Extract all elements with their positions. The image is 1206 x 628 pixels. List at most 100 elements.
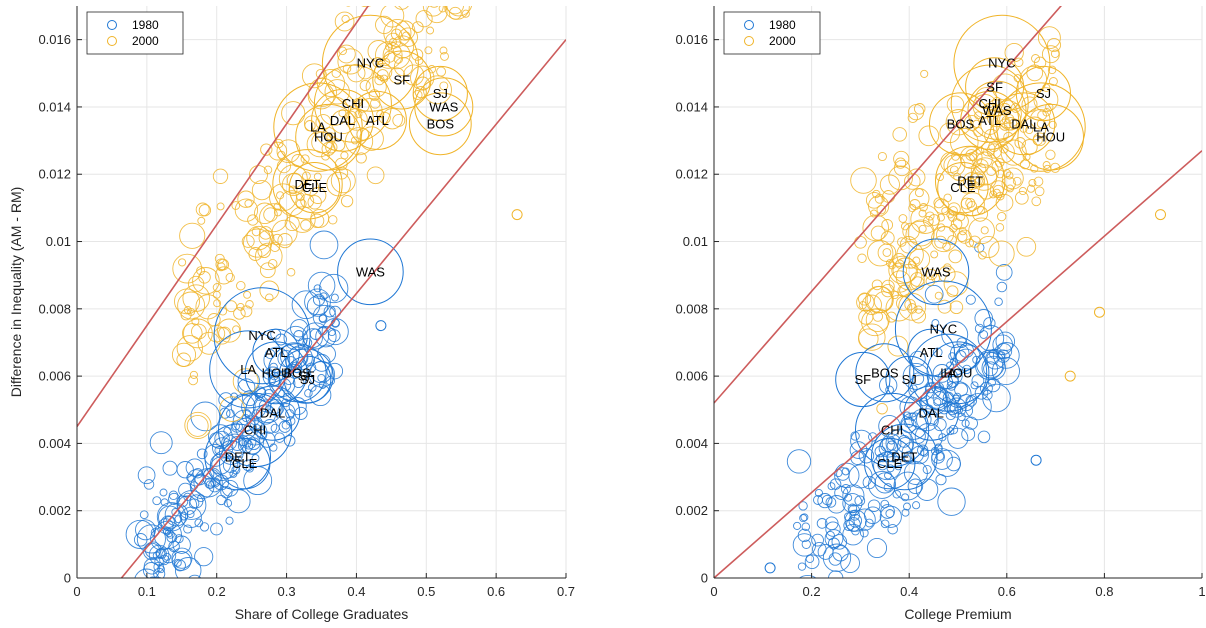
- point-1980: [931, 449, 945, 464]
- city-bubble-1980-hou: [926, 341, 990, 405]
- point-2000: [1001, 167, 1024, 190]
- city-label-1980-det: DET: [891, 449, 917, 464]
- point-2000: [233, 307, 246, 320]
- point-2000: [907, 219, 935, 247]
- grid: [76, 6, 567, 579]
- point-1980: [915, 478, 939, 501]
- point-2000: [383, 18, 412, 48]
- city-label-1980-chi: CHI: [244, 423, 266, 438]
- point-2000: [956, 231, 968, 242]
- y-tick-label: 0: [701, 571, 708, 586]
- point-2000: [1016, 236, 1037, 257]
- point-1980: [307, 271, 336, 300]
- point-1980: [158, 505, 182, 529]
- point-2000: [949, 223, 958, 233]
- point-2000: [877, 151, 887, 162]
- point-2000: [934, 235, 947, 249]
- point-2000: [1014, 190, 1029, 205]
- point-2000: [328, 215, 338, 225]
- point-2000: [341, 14, 350, 24]
- point-2000: [1033, 176, 1044, 187]
- point-1980: [764, 562, 776, 574]
- point-2000: [943, 154, 966, 177]
- city-label-1980-bos: BOS: [871, 365, 899, 380]
- point-2000: [195, 202, 210, 217]
- point-2000: [907, 112, 918, 124]
- point-2000: [186, 414, 209, 437]
- point-1980: [935, 451, 945, 461]
- point-2000: [398, 27, 418, 47]
- city-label-1980-nyc: NYC: [248, 328, 275, 343]
- point-2000: [1050, 162, 1061, 173]
- point-1980: [970, 381, 979, 390]
- point-1980: [840, 484, 851, 495]
- point-1980: [194, 518, 204, 528]
- y-axis-label: Difference in Inequality (AM - RM): [8, 187, 24, 398]
- point-2000: [876, 204, 887, 215]
- point-2000: [213, 299, 222, 308]
- city-label-1980-la: LA: [240, 362, 256, 377]
- point-2000: [887, 335, 909, 357]
- point-2000: [445, 6, 472, 17]
- point-1980: [983, 317, 996, 330]
- point-2000: [898, 214, 908, 223]
- point-2000: [448, 6, 462, 20]
- point-2000: [974, 163, 987, 176]
- point-2000: [918, 209, 927, 218]
- point-2000: [980, 226, 989, 235]
- legend-box: [723, 11, 821, 55]
- point-2000: [390, 28, 403, 40]
- city-bubble-1980-det: [204, 423, 271, 491]
- point-2000: [269, 241, 281, 253]
- city-label-1980-hou: HOU: [262, 365, 291, 380]
- point-2000: [992, 188, 1001, 197]
- point-2000: [888, 270, 911, 293]
- point-1980: [245, 464, 254, 473]
- point-1980: [231, 465, 241, 475]
- x-tick-label: 0: [73, 584, 80, 599]
- point-1980: [196, 448, 208, 460]
- point-1980: [327, 329, 341, 342]
- point-2000: [1028, 178, 1037, 187]
- city-bubble-2000-nyc: [321, 14, 419, 112]
- point-2000: [904, 173, 921, 190]
- city-label-2000-sf: SF: [393, 73, 410, 88]
- point-1980: [901, 441, 925, 465]
- point-2000: [991, 73, 1019, 101]
- point-2000: [268, 141, 288, 161]
- point-1980: [946, 397, 967, 418]
- point-2000: [946, 285, 959, 298]
- fit-line-2: [120, 39, 566, 578]
- point-2000: [446, 6, 464, 15]
- point-2000: [244, 199, 253, 208]
- point-2000: [908, 204, 917, 213]
- point-2000: [415, 10, 433, 28]
- point-1980: [225, 516, 234, 525]
- point-2000: [429, 6, 439, 8]
- city-bubble-1980-atl: [907, 328, 956, 377]
- point-1980: [887, 436, 896, 445]
- point-2000: [182, 323, 203, 344]
- point-2000: [289, 206, 316, 233]
- point-2000: [933, 197, 945, 209]
- point-1980: [832, 545, 849, 562]
- x-tick-label: 0.8: [1095, 584, 1113, 599]
- fit-line-2: [714, 150, 1202, 578]
- point-1980: [814, 488, 823, 498]
- city-label-1980-dal: DAL: [260, 406, 285, 421]
- point-2000: [225, 300, 238, 313]
- point-2000: [888, 255, 917, 285]
- point-1980: [880, 519, 890, 529]
- x-tick-label: 0.7: [557, 584, 575, 599]
- point-1980: [974, 386, 989, 400]
- legend-label-2000: 2000: [769, 34, 796, 48]
- city-bubble-1980-bos: [855, 343, 915, 403]
- point-2000: [344, 110, 358, 125]
- city-label-2000-hou: HOU: [1036, 130, 1065, 145]
- point-2000: [300, 154, 310, 164]
- city-bubble-2000-la: [273, 82, 363, 172]
- point-2000: [1014, 57, 1024, 67]
- point-2000: [943, 263, 952, 272]
